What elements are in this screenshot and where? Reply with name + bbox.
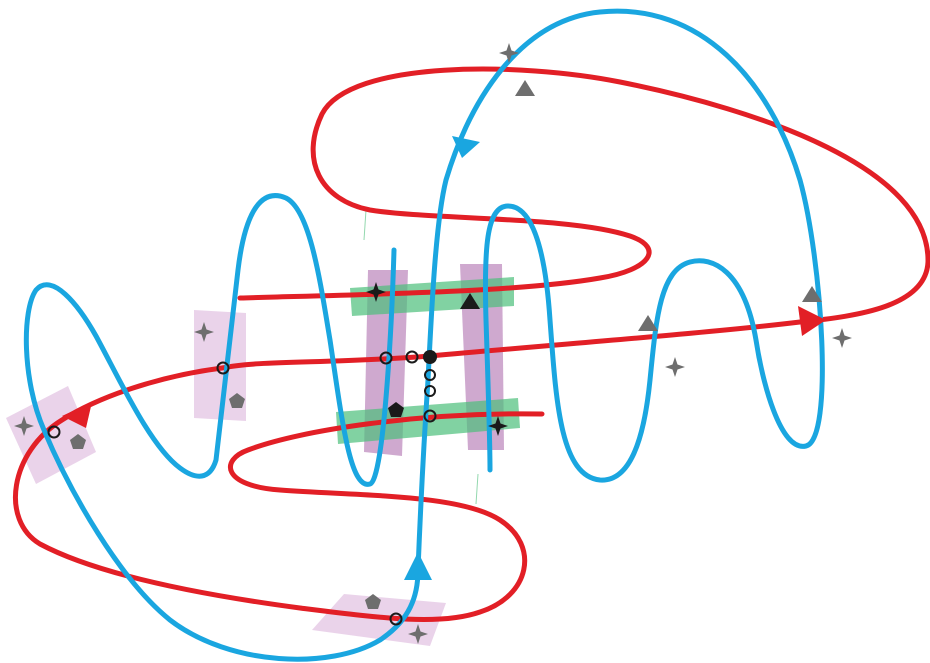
red-arrowhead-right [798, 306, 826, 336]
blue-arrowhead-bottom [404, 552, 432, 580]
four-point-star-icon [408, 624, 428, 644]
four-point-star-icon [665, 357, 685, 377]
triangle-icon [515, 80, 535, 96]
guide-lines [363, 209, 479, 505]
four-point-star-icon [832, 328, 852, 348]
blue-curve [23, 8, 825, 662]
blue-arrowhead-top [452, 136, 480, 158]
four-point-star-icon [194, 322, 214, 342]
pentagon-icon [388, 402, 404, 417]
shape-markers [14, 43, 852, 644]
intersection-markers [47, 350, 437, 626]
open-circle-icon [216, 361, 230, 375]
triangle-icon [460, 293, 480, 309]
four-point-star-icon [366, 282, 386, 302]
bands-group [6, 264, 520, 646]
open-circle-icon [424, 385, 436, 397]
open-circle-icon [424, 369, 436, 381]
red-arrowhead-left [62, 402, 92, 428]
pentagon-icon [365, 594, 381, 609]
open-circle-icon [379, 351, 393, 365]
open-circle-icon [405, 350, 419, 364]
triangle-icon [802, 286, 822, 302]
triangle-icon [638, 315, 658, 331]
band-left-vertical [194, 310, 246, 421]
four-point-star-icon [488, 416, 508, 436]
four-point-star-icon [499, 43, 519, 63]
open-circle-icon [47, 425, 61, 439]
open-circle-icon [423, 409, 437, 423]
four-point-star-icon [14, 416, 34, 436]
pentagon-icon [70, 434, 86, 449]
pentagon-icon [229, 393, 245, 408]
open-circle-icon [389, 612, 403, 626]
arrowheads [62, 136, 826, 580]
filled-circle-icon [423, 350, 437, 364]
